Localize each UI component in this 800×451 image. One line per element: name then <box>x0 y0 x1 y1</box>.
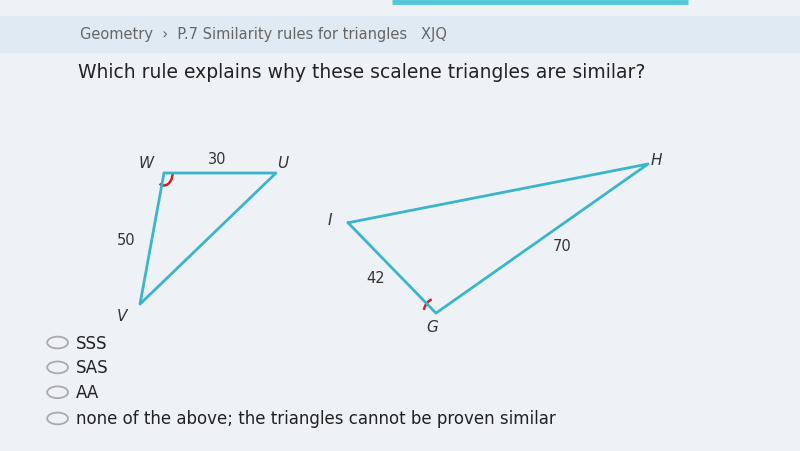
Text: I: I <box>327 212 332 227</box>
Text: Geometry  ›  P.7 Similarity rules for triangles   XJQ: Geometry › P.7 Similarity rules for tria… <box>80 27 447 42</box>
Text: 30: 30 <box>208 151 227 166</box>
Text: 42: 42 <box>366 271 386 286</box>
Text: AA: AA <box>76 383 99 401</box>
Text: V: V <box>118 308 127 323</box>
Text: U: U <box>277 156 288 171</box>
Text: G: G <box>426 319 438 335</box>
Text: W: W <box>139 156 154 171</box>
Text: SSS: SSS <box>76 334 107 352</box>
Text: Which rule explains why these scalene triangles are similar?: Which rule explains why these scalene tr… <box>78 63 646 82</box>
Bar <box>0 17 800 53</box>
Text: SAS: SAS <box>76 359 109 377</box>
Text: none of the above; the triangles cannot be proven similar: none of the above; the triangles cannot … <box>76 410 556 428</box>
Text: H: H <box>650 152 662 168</box>
Text: 50: 50 <box>117 232 136 248</box>
Text: 70: 70 <box>553 238 572 253</box>
